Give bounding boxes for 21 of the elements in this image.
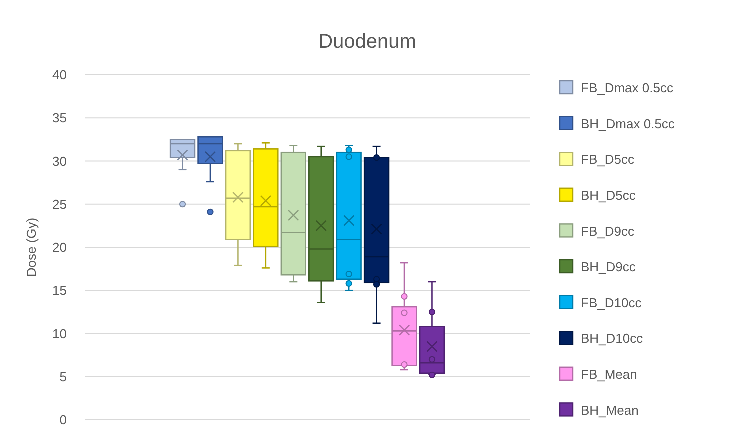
legend-label: FB_D10cc — [581, 295, 642, 310]
y-tick-label: 0 — [60, 412, 67, 428]
chart-title: Duodenum — [318, 31, 416, 53]
y-axis-title: Dose (Gy) — [24, 218, 39, 278]
y-tick-label: 40 — [52, 68, 67, 83]
y-tick-label: 15 — [52, 283, 67, 298]
y-tick-label: 25 — [52, 196, 67, 212]
legend-label: BH_Mean — [581, 402, 639, 418]
y-tick-label: 20 — [52, 240, 67, 256]
y-tick-label: 5 — [60, 369, 67, 384]
legend-label: FB_D9cc — [581, 224, 635, 239]
legend-label: BH_D10cc — [581, 331, 644, 346]
legend-label: BH_Dmax 0.5cc — [581, 116, 676, 132]
legend-label: FB_Mean — [581, 366, 638, 382]
y-tick-label: 10 — [52, 326, 67, 342]
legend-label: FB_Dmax 0.5cc — [581, 80, 674, 96]
y-tick-label: 30 — [52, 154, 67, 169]
legend-label: BH_D5cc — [581, 188, 636, 203]
y-tick-label: 35 — [52, 110, 67, 126]
legend-label: BH_D9cc — [581, 260, 636, 275]
legend-label: FB_D5cc — [581, 152, 635, 168]
